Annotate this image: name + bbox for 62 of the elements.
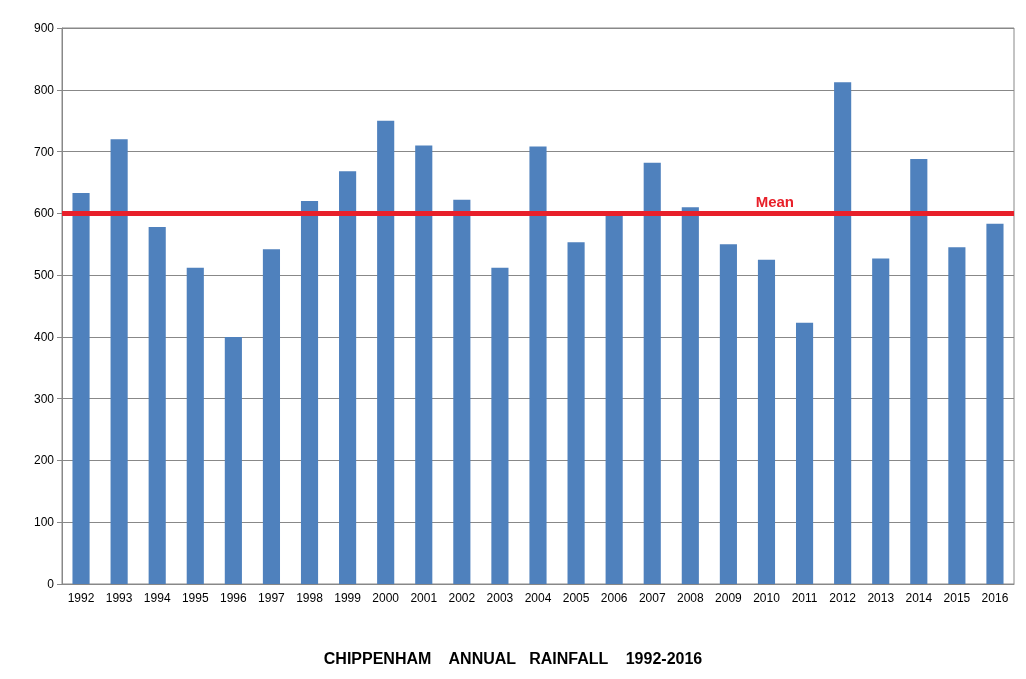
bar xyxy=(834,82,852,584)
bar xyxy=(605,213,623,584)
bar xyxy=(986,223,1004,584)
y-tick-label: 400 xyxy=(33,329,55,344)
y-tick-label: 200 xyxy=(33,453,55,468)
x-tick-label: 2005 xyxy=(562,591,590,605)
bar xyxy=(110,139,128,584)
x-tick-label: 2012 xyxy=(829,591,857,605)
bar xyxy=(72,192,90,584)
bar xyxy=(872,258,890,584)
bar xyxy=(453,199,471,584)
y-tick-label: 700 xyxy=(33,144,55,159)
bar xyxy=(948,247,966,584)
bar xyxy=(910,158,928,584)
bar xyxy=(148,226,166,584)
bar xyxy=(491,267,509,584)
x-tick-label: 1996 xyxy=(220,591,248,605)
x-tick-label: 2011 xyxy=(791,591,818,605)
x-tick-label: 2002 xyxy=(448,591,476,605)
x-tick-label: 2016 xyxy=(981,591,1009,605)
x-tick-label: 1994 xyxy=(143,591,171,605)
y-tick-label: 300 xyxy=(33,391,55,406)
bar xyxy=(529,146,547,584)
y-tick-label: 500 xyxy=(33,268,55,283)
bar xyxy=(567,242,585,584)
y-tick-label: 900 xyxy=(33,21,55,35)
x-tick-label: 2009 xyxy=(715,591,743,605)
bar xyxy=(757,259,776,584)
bar xyxy=(719,244,737,584)
bar xyxy=(415,145,433,584)
bar xyxy=(300,200,319,584)
y-tick-label: 800 xyxy=(33,82,55,97)
x-tick-label: 2007 xyxy=(638,591,666,605)
text: CHIPPENHAM ANNUAL RAINFALL 1992-2016 xyxy=(323,649,703,667)
x-tick-label: 2004 xyxy=(524,591,552,605)
x-tick-label: 1998 xyxy=(296,591,324,605)
x-tick-label: 2001 xyxy=(410,591,438,605)
y-tick-label: 100 xyxy=(33,515,55,530)
bar xyxy=(224,336,242,584)
bar xyxy=(681,207,699,584)
x-tick-label: 2008 xyxy=(676,591,704,605)
x-tick-label: 2010 xyxy=(753,591,781,605)
x-tick-label: 1995 xyxy=(181,591,209,605)
x-tick-label: 2006 xyxy=(600,591,628,605)
bar xyxy=(643,162,661,584)
x-tick-label: 2003 xyxy=(486,591,514,605)
y-tick-label: 0 xyxy=(47,577,55,591)
bar xyxy=(795,322,814,584)
x-tick-label: 2013 xyxy=(867,591,895,605)
bar xyxy=(262,249,281,584)
x-tick-label: 1997 xyxy=(258,591,286,605)
y-tick-label: 600 xyxy=(33,206,55,221)
bar xyxy=(186,267,204,584)
x-tick-label: 2000 xyxy=(372,591,400,605)
x-tick-label: 2015 xyxy=(943,591,971,605)
ref-line-label: Mean xyxy=(755,193,794,211)
x-tick-label: 1999 xyxy=(334,591,362,605)
x-tick-label: 1992 xyxy=(67,591,95,605)
bar xyxy=(377,120,395,584)
x-tick-label: 1993 xyxy=(105,591,133,605)
x-tick-label: 2014 xyxy=(905,591,933,605)
bar xyxy=(339,171,357,584)
